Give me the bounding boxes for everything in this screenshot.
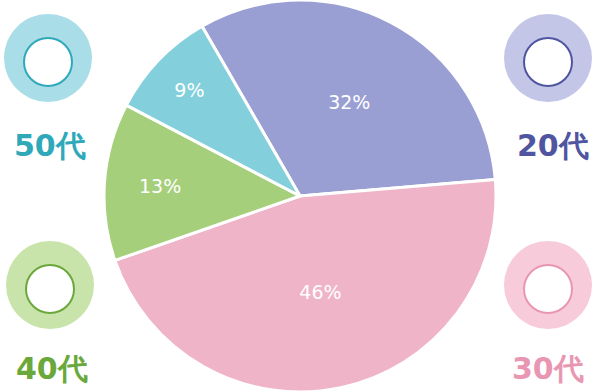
svg-text:13%: 13% (139, 175, 181, 197)
svg-text:46%: 46% (299, 281, 341, 303)
svg-text:50代: 50代 (14, 128, 86, 163)
svg-text:9%: 9% (174, 79, 204, 101)
svg-text:20代: 20代 (517, 128, 589, 163)
svg-text:32%: 32% (328, 91, 370, 113)
svg-text:40代: 40代 (16, 351, 88, 386)
svg-text:30代: 30代 (512, 351, 584, 386)
